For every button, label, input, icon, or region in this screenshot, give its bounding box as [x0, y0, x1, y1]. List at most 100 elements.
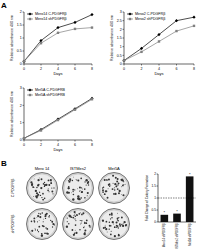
point — [74, 28, 76, 30]
colony — [72, 198, 74, 200]
x-tick — [141, 64, 142, 66]
colony — [104, 179, 106, 181]
y-tick — [23, 25, 25, 26]
y-tick-label: 1 — [154, 196, 156, 200]
colony — [37, 194, 39, 196]
colony — [72, 180, 74, 182]
colony — [120, 179, 122, 181]
colony — [112, 188, 114, 190]
x-tick — [58, 140, 59, 142]
colony — [113, 183, 114, 184]
colony — [35, 229, 36, 230]
colony — [84, 188, 86, 190]
colony — [74, 218, 75, 219]
y-tick — [157, 222, 159, 223]
annotation: * — [189, 172, 191, 177]
colony — [44, 198, 46, 200]
y-tick — [23, 88, 25, 89]
y-tick-label: 0 — [20, 62, 22, 66]
colony — [53, 187, 54, 188]
x-tick — [24, 140, 25, 142]
colony — [71, 229, 73, 231]
legend-label: Met5A shPDGFRB — [35, 93, 66, 97]
colony — [118, 227, 119, 228]
colony — [105, 228, 107, 230]
colony — [109, 186, 110, 187]
point — [175, 19, 178, 22]
legend-line — [127, 19, 133, 20]
colony — [118, 234, 120, 236]
colony — [38, 213, 39, 214]
point — [39, 39, 42, 42]
y-tick-label: 2 — [20, 104, 22, 108]
legend-label: Meso2 C-PDGFRβ — [135, 12, 165, 16]
colony — [45, 218, 46, 219]
colony — [125, 224, 127, 226]
colony — [76, 179, 77, 180]
plate-inner — [28, 174, 56, 202]
colony — [122, 194, 124, 196]
colony — [75, 232, 77, 234]
colony — [80, 220, 81, 221]
y-tick-label: 0.5 — [152, 208, 157, 212]
bar — [173, 214, 181, 222]
colony — [87, 195, 88, 196]
colony — [81, 222, 82, 223]
colony — [88, 184, 89, 185]
x-tick — [75, 140, 76, 142]
x-tick-label: 0 — [123, 67, 125, 71]
y-tick — [123, 55, 125, 56]
colony — [52, 221, 53, 222]
colony — [80, 189, 82, 191]
colony — [45, 184, 47, 186]
row-label: shPDGFRβ — [11, 215, 15, 233]
colony — [34, 228, 36, 230]
colony — [118, 217, 119, 218]
plate — [99, 209, 130, 240]
colony — [42, 193, 44, 195]
colony — [50, 220, 51, 221]
colony — [73, 215, 74, 216]
colony — [33, 178, 35, 180]
colony — [121, 224, 122, 225]
colony — [105, 190, 107, 192]
y-tick — [123, 46, 125, 47]
colony — [102, 191, 104, 193]
colony — [43, 183, 45, 185]
colony — [44, 182, 45, 183]
colony — [104, 224, 106, 226]
y-tick — [23, 122, 25, 123]
colony — [114, 235, 116, 237]
colony — [117, 218, 119, 220]
panel-label: A — [1, 1, 7, 10]
y-tick — [23, 64, 25, 65]
colony — [106, 179, 108, 181]
plot-data — [22, 97, 93, 140]
colony — [75, 178, 77, 180]
x-tick — [58, 64, 59, 66]
y-tick-label: 2.5 — [117, 19, 122, 23]
colony — [114, 226, 116, 228]
colony — [85, 222, 87, 224]
x-tick-label: Mero14 shPDGFRβ — [162, 223, 166, 247]
point — [40, 42, 42, 44]
colony — [50, 182, 52, 184]
x-tick — [124, 64, 125, 66]
colony — [39, 192, 40, 193]
colony — [83, 227, 84, 228]
colony — [41, 235, 43, 237]
colony — [115, 177, 117, 179]
colony — [41, 197, 42, 198]
colony — [49, 191, 50, 192]
plate — [63, 173, 94, 204]
series-line — [24, 15, 92, 62]
colony — [118, 182, 120, 184]
colony — [117, 178, 119, 180]
y-tick-label: 0.5 — [117, 54, 122, 58]
colony — [74, 212, 76, 214]
panel-label: B — [1, 159, 7, 168]
colony — [37, 184, 39, 186]
colony — [111, 231, 112, 232]
colony — [114, 183, 116, 185]
legend-marker — [29, 94, 31, 96]
